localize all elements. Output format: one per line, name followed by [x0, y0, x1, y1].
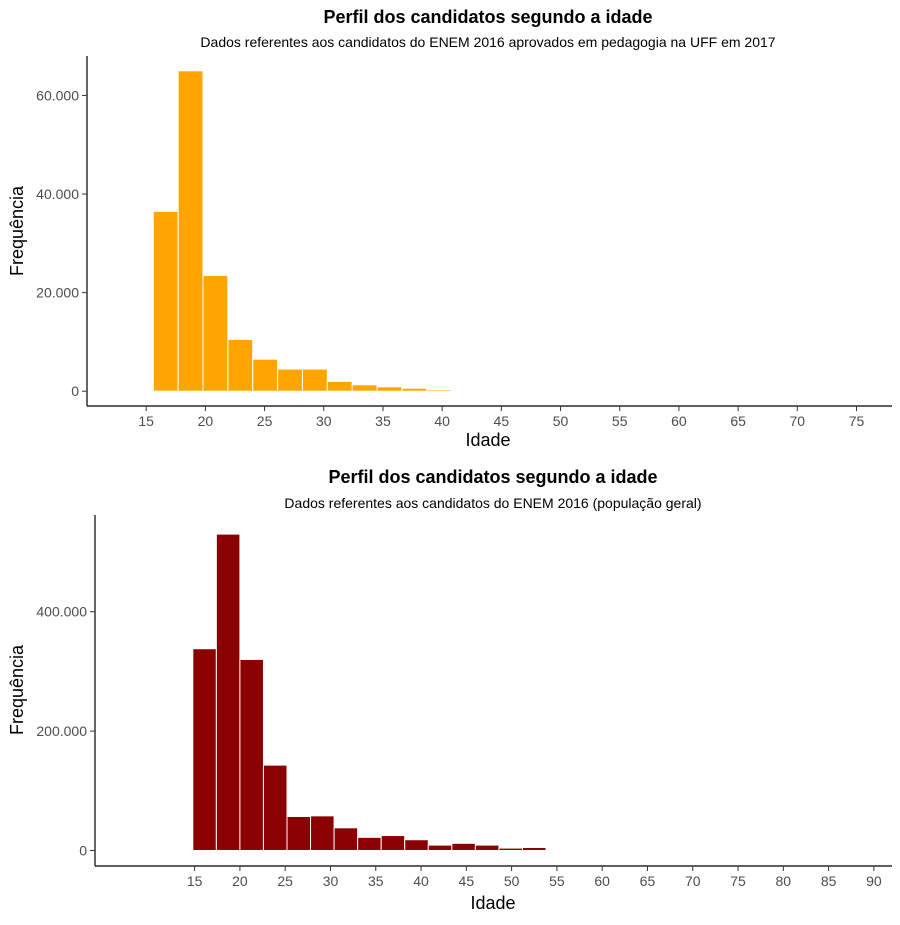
x-tick-label: 60 [671, 413, 687, 429]
bar [310, 815, 335, 851]
bar [426, 389, 453, 392]
x-tick-label: 70 [685, 873, 701, 889]
x-tick-label: 65 [640, 873, 656, 889]
y-tick-label: 0 [71, 383, 79, 399]
bar [301, 368, 328, 392]
chart-2-ylabel: Frequência [7, 644, 27, 735]
bar [500, 389, 527, 392]
x-tick-label: 75 [849, 413, 865, 429]
bar [192, 648, 217, 851]
bar [351, 384, 378, 392]
x-tick-label: 90 [866, 873, 882, 889]
bar [215, 533, 241, 851]
x-tick-label: 50 [504, 873, 520, 889]
x-tick-label: 40 [434, 413, 450, 429]
bar [326, 380, 353, 392]
x-tick-label: 85 [821, 873, 837, 889]
bar [427, 844, 453, 851]
x-tick-label: 60 [594, 873, 610, 889]
chart-1-plot: 15 20 25 30 35 40 45 50 55 60 65 70 75 0 20.000 40.000 6… [36, 56, 892, 429]
x-tick-label: 70 [790, 413, 806, 429]
bar [498, 847, 523, 851]
chart-2-plot: 15 20 25 30 35 40 45 50 55 60 65 70 75 80 85 90 0 200.000… [36, 515, 892, 889]
x-tick-label: 20 [198, 413, 214, 429]
bar [451, 842, 476, 851]
bar [401, 387, 428, 392]
bar [376, 386, 403, 392]
chart-panel-2: Perfil dos candidatos segundo a idade Da… [7, 467, 892, 913]
bar [177, 70, 204, 392]
y-tick-label: 200.000 [36, 723, 87, 739]
x-tick-label: 30 [316, 413, 332, 429]
bar [545, 849, 571, 851]
chart-1-ylabel: Frequência [7, 185, 27, 276]
bar [152, 210, 179, 392]
bar [451, 389, 477, 392]
x-tick-label: 65 [730, 413, 746, 429]
x-tick-label: 15 [187, 873, 203, 889]
x-tick-label: 20 [232, 873, 248, 889]
chart-1-subtitle: Dados referentes aos candidatos do ENEM … [200, 34, 775, 50]
chart-2-subtitle: Dados referentes aos candidatos do ENEM … [284, 495, 701, 511]
chart-1-xlabel: Idade [465, 430, 510, 450]
y-tick-label: 400.000 [36, 604, 87, 620]
bar [252, 358, 279, 392]
bar [521, 846, 547, 851]
x-tick-label: 45 [494, 413, 510, 429]
x-tick-label: 25 [277, 873, 293, 889]
bar [239, 658, 264, 851]
x-tick-label: 35 [368, 873, 384, 889]
bar [474, 844, 500, 851]
bar [333, 827, 359, 851]
x-tick-label: 30 [323, 873, 339, 889]
bar [475, 389, 502, 392]
chart-2-xlabel: Idade [470, 893, 515, 913]
x-tick-label: 40 [413, 873, 429, 889]
x-tick-label: 45 [459, 873, 475, 889]
bar [380, 835, 406, 851]
bar [227, 338, 254, 392]
bar [202, 274, 229, 392]
x-tick-label: 50 [553, 413, 569, 429]
x-tick-label: 75 [730, 873, 746, 889]
y-tick-label: 0 [79, 842, 87, 858]
y-tick-label: 40.000 [36, 186, 79, 202]
bar [404, 839, 429, 851]
bar [286, 815, 312, 851]
bar [262, 764, 288, 851]
x-tick-label: 80 [776, 873, 792, 889]
x-tick-label: 55 [549, 873, 565, 889]
chart-1-title: Perfil dos candidatos segundo a idade [323, 7, 652, 27]
chart-2-title: Perfil dos candidatos segundo a idade [328, 467, 657, 487]
x-tick-label: 55 [612, 413, 628, 429]
x-tick-label: 25 [257, 413, 273, 429]
y-tick-label: 60.000 [36, 87, 79, 103]
x-tick-label: 15 [138, 413, 154, 429]
bar [357, 836, 382, 851]
bar [277, 368, 303, 392]
x-tick-label: 35 [375, 413, 391, 429]
chart-panel-1: Perfil dos candidatos segundo a idade Da… [7, 7, 892, 450]
y-tick-label: 20.000 [36, 285, 79, 301]
